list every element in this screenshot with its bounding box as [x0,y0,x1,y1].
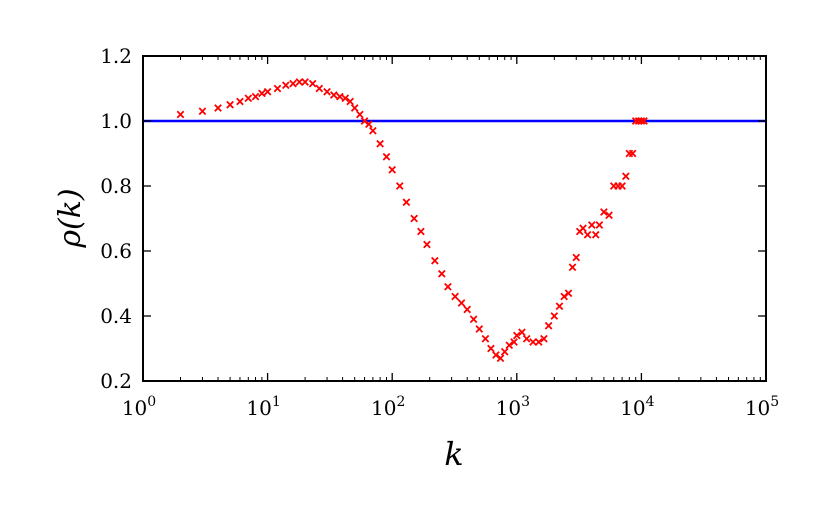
data-point [529,338,537,346]
data-point [273,84,282,93]
data-point [475,325,484,333]
x-axis-label: k [444,435,463,473]
data-point [336,92,344,101]
data-point [487,344,495,353]
data-point [550,312,559,320]
axis-ticks: 100 101 102 103 104 105 0.2 0.4 0.6 0.8 1.0 1.2 [100,44,779,420]
data-point [587,221,596,229]
plot-marks [143,78,766,363]
data-point [289,79,297,88]
data-point [564,289,573,298]
x-tick-label: 101 [246,394,280,420]
data-point [176,110,185,119]
data-point [583,230,592,239]
data-point [522,334,531,343]
data-point [505,341,514,350]
data-point [198,107,207,116]
data-point [518,328,526,337]
y-tick-label: 1.2 [100,44,132,68]
data-point [600,208,608,216]
data-point [376,139,384,148]
data-point [595,221,604,229]
data-point [356,110,364,119]
data-point [621,172,630,181]
data-point [402,198,411,207]
data-point [544,321,553,330]
data-point [500,347,509,356]
data-point [451,292,459,301]
data-point [258,89,266,98]
data-point [214,104,222,112]
y-axis-label: ρ(k) [53,188,88,248]
x-tick-label: 105 [745,394,779,420]
data-point [395,182,404,190]
data-point [457,299,466,307]
x-tick-label: 104 [620,394,654,420]
y-tick-label: 0.6 [100,239,132,263]
data-point [323,87,331,96]
data-point [628,149,637,158]
data-point [463,305,472,314]
data-point [346,97,355,106]
data-point [534,338,543,346]
data-point [244,94,253,103]
y-tick-label: 0.2 [100,369,132,393]
data-point [640,117,648,125]
data-point [496,354,505,363]
data-point [417,227,425,236]
data-point [263,87,272,96]
data-point [492,351,500,359]
data-point [591,230,600,239]
data-point [308,79,317,88]
data-point [295,78,304,86]
data-point [469,315,478,324]
data-point [444,282,452,291]
data-point [512,331,521,340]
data-point [315,84,324,93]
data-point [572,253,581,262]
x-tick-label: 103 [496,394,530,420]
data-point [510,338,518,346]
data-point [605,211,613,220]
data-point [431,256,439,265]
data-point [301,78,309,86]
data-point [350,104,359,112]
data-point [226,100,234,109]
data-point [365,120,373,129]
y-tick-label: 0.8 [100,174,132,198]
data-point [568,263,577,272]
data-point [410,214,418,223]
plot-frame [142,55,767,382]
data-point [637,117,646,125]
data-point [251,92,260,101]
x-tick-label: 102 [371,394,405,420]
data-point [281,81,290,90]
data-point [579,224,587,233]
data-point [382,152,391,161]
data-point [555,302,564,311]
y-tick-label: 1.0 [100,109,132,133]
data-point [618,182,626,190]
data-point [329,91,338,99]
data-point [423,240,431,249]
data-point [631,117,640,125]
data-point [341,94,350,103]
data-point [388,165,397,174]
data-point [437,269,446,278]
data-point [236,97,244,106]
data-point [540,334,548,343]
x-tick-label: 100 [122,394,156,420]
y-tick-label: 0.4 [100,304,132,328]
data-point [481,334,490,343]
data-point [369,126,377,135]
